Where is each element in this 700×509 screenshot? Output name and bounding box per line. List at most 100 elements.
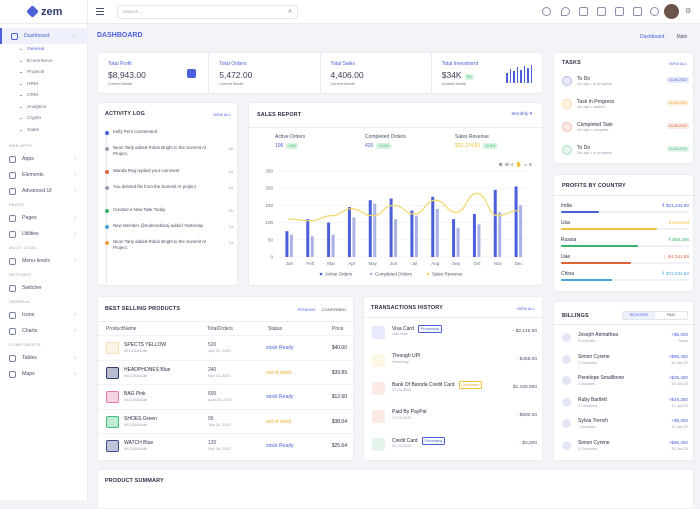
sidebar-item-pages[interactable]: Pages › (0, 210, 88, 226)
billing-item[interactable]: Sylvia Trench 7 invoices +$9,250 11 Jan 22 (554, 416, 695, 438)
kpi-value: 420 (365, 143, 374, 149)
sidebar-item-switcher-label: Switcher (22, 285, 42, 291)
billing-item[interactable]: Ruby Bartlett 17 invoices +$49,250 11 Jan 2… (554, 395, 695, 417)
sidebar-sub-crypto[interactable]: Crypto (0, 113, 88, 125)
product-name: SHOES Green (124, 415, 157, 422)
activity-view-all[interactable]: VIEW ALL (212, 112, 231, 117)
search-input[interactable]: Search... ⌕ (117, 5, 298, 19)
bar-completed-orders (310, 236, 314, 257)
transaction-item[interactable]: Through UPI Yesterday - $465.00 (364, 349, 544, 377)
transaction-icon (372, 438, 385, 451)
gear-icon[interactable]: ⚙ (685, 8, 692, 15)
stat-value: $8,943.00 (108, 70, 146, 80)
profits-card: PROFITS BY COUNTRY India ₹ $21,234.90 Usa I… (553, 174, 695, 292)
sidebar-item-apps[interactable]: Apps › (0, 151, 88, 167)
zoom-select-icon[interactable]: ⌕ (511, 162, 514, 168)
sales-chart: 0 50 100 150 200 250 Jan Feb Mar Apr May Jun Jul Aug S… (265, 169, 529, 277)
billings-title: BILLINGS (562, 313, 589, 319)
notification-icon[interactable] (597, 7, 606, 16)
language-icon[interactable] (542, 7, 551, 16)
bar-completed-orders (373, 203, 377, 257)
cart-icon[interactable] (579, 7, 588, 16)
user-avatar[interactable] (664, 4, 679, 19)
search-icon[interactable]: ⌕ (288, 8, 292, 15)
transaction-item[interactable]: Visa Card Processing Just Now - $2,145.00 (364, 321, 544, 349)
sidebar-sub-ecommerce[interactable]: Ecommerce (0, 56, 88, 68)
billing-amount: +$9,250 (671, 418, 688, 423)
sidebar-sub-projects[interactable]: Projects (0, 67, 88, 79)
sidebar-item-icons[interactable]: Icons › (0, 307, 88, 323)
col-price: Price (332, 326, 344, 332)
zoom-in-icon[interactable]: ⊕ (498, 162, 503, 168)
task-date: 15-06-2022 (666, 123, 689, 129)
billing-item[interactable]: Penelope Smallbone 2 invoices +$25,400 20 J… (554, 373, 695, 395)
profit-bar-fill (561, 279, 613, 281)
task-name: To Do (577, 145, 591, 151)
task-item[interactable]: To Do 2m ago • in progress 15-06-2022 (554, 142, 695, 165)
transaction-item[interactable]: Bank Of Baroda Credit Card Completed 17-04… (364, 377, 544, 405)
product-date: Sep 26, 2020 (208, 447, 231, 451)
stat-label: Total Profit (108, 61, 132, 67)
billing-amount: +$85,400 (668, 439, 688, 445)
table-row[interactable]: WATCH Blue #01234841db 120 Sep 26, 2020 stoc… (98, 433, 355, 458)
tab-paid[interactable]: PAID (666, 313, 676, 317)
task-item[interactable]: To Do 2m ago • in progress 15-06-2022 (554, 73, 695, 96)
x-tick-label: Feb (306, 261, 314, 266)
menu-icon[interactable]: ≡ (529, 162, 532, 168)
transactions-view-all[interactable]: VIEW ALL (516, 306, 535, 311)
sidebar-sub-analytics[interactable]: Analytics (0, 102, 88, 114)
tasks-view-all[interactable]: VIEW ALL (668, 61, 687, 66)
billing-item[interactable]: Simon Cyrene 17 invoices +$85,400 20 Jan 22 (554, 352, 695, 374)
sidebar-item-tables[interactable]: Tables › (0, 350, 88, 366)
activity-time: 1d (228, 224, 233, 229)
task-item[interactable]: Completed Task 2m ago • complete 15-06-202… (554, 119, 695, 142)
sidebar-item-advanced-ui[interactable]: Advanced UI › (0, 183, 88, 199)
table-row[interactable]: BAG Pink #01234841db 600 April 18, 2020 stoc… (98, 384, 355, 409)
table-row[interactable]: SPECTS YELLOW #01234841db 520 July 24, 2020… (98, 335, 355, 360)
period-select[interactable]: Monthly ▾ (511, 112, 532, 117)
task-icon (562, 76, 572, 86)
tab-received[interactable]: RECEIVED (623, 312, 655, 319)
transaction-item[interactable]: Credit Card Processing 20-04-2022- $3,000 (364, 433, 544, 461)
product-id: #01234841db (124, 422, 148, 427)
stats-card: Total Profit $8,943.00 Current Month Total … (97, 52, 543, 94)
sidebar-item-elements[interactable]: Elements › (0, 167, 88, 183)
sidebar-item-maps[interactable]: Maps › (0, 366, 88, 382)
tab-pending[interactable]: PENDING (297, 307, 316, 312)
table-row[interactable]: SHOES Green #01234841db 95 July 24, 2019 out… (98, 408, 355, 434)
fullscreen-icon[interactable] (633, 7, 642, 16)
breadcrumb-dashboard[interactable]: Dashboard (640, 34, 665, 40)
sidebar-item-utilities[interactable]: Utilities › (0, 226, 88, 242)
legend-label: Completed Orders (375, 272, 413, 277)
settings-icon[interactable] (650, 7, 659, 16)
billings-card: BILLINGS RECEIVED PAID Joseph Arimathea 5… (553, 301, 695, 461)
billing-item[interactable]: Joseph Arimathea 5 invoices +$5,000 Today (554, 330, 695, 352)
table-row[interactable]: HEADPHONES Blue #01234841db 240 Nov 16, 202… (98, 359, 355, 385)
home-icon[interactable]: ⌂ (524, 162, 528, 168)
spark-bar (527, 68, 529, 83)
spark-bar (513, 71, 515, 83)
sidebar-sub-general[interactable]: General (0, 44, 88, 56)
activity-item: Wanda Rag replied your comment 1d (98, 168, 239, 184)
zoom-out-icon[interactable]: ⊖ (504, 162, 509, 168)
sidebar-sub-crm[interactable]: CRM (0, 90, 88, 102)
transaction-item[interactable]: Paid By PayPal 17-04-2022 - $500.00 (364, 405, 544, 433)
sidebar-item-dashboard[interactable]: Dashboard ⌄ (0, 28, 88, 44)
sidebar-item-switcher[interactable]: Switcher (0, 280, 88, 296)
menu-toggle-icon[interactable] (96, 8, 104, 15)
spark-bar (506, 73, 508, 83)
task-meta: 2m ago • complete (577, 128, 609, 132)
theme-toggle-icon[interactable] (561, 7, 570, 16)
task-item[interactable]: Task In Progress 2m ago • started 15-06-20… (554, 96, 695, 119)
pan-icon[interactable]: ✋ (515, 162, 523, 168)
brand-logo[interactable]: zem (0, 0, 88, 24)
tab-confirmed[interactable]: CONFIRMED (321, 307, 346, 312)
sidebar-item-menu-levels[interactable]: Menu-levels › (0, 253, 88, 269)
sidebar-sub-sales[interactable]: Sales (0, 125, 88, 137)
billing-name: Joseph Arimathea (578, 332, 619, 338)
sidebar-item-charts[interactable]: Charts › (0, 323, 88, 339)
billing-item[interactable]: Simon Cyrene 17 invoices +$85,400 20 Jan 22 (554, 438, 695, 460)
sidebar-sub-hrm[interactable]: HRM (0, 79, 88, 91)
apps-icon[interactable] (615, 7, 624, 16)
legend-marker (319, 272, 323, 276)
